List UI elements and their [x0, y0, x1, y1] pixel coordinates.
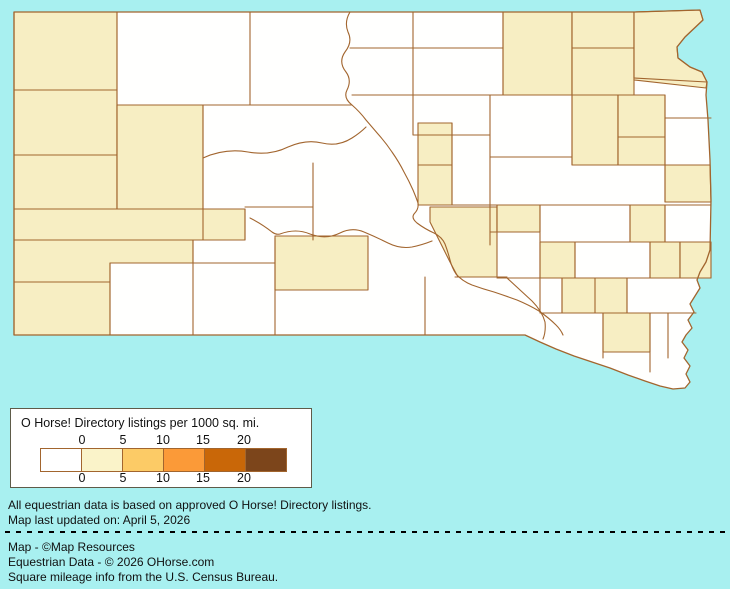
- county-shape: [13, 11, 118, 91]
- county-shape: [13, 154, 118, 210]
- county-shape: [664, 164, 712, 203]
- legend-tick: 10: [156, 471, 170, 485]
- legend-tick: 20: [237, 433, 251, 447]
- legend-ticks-top: 0 5 10 15 20: [11, 433, 311, 447]
- county-shape: [571, 11, 635, 49]
- county-shape: [13, 281, 111, 336]
- county-shape: [13, 89, 118, 156]
- legend-tick: 10: [156, 433, 170, 447]
- legend-tick: 15: [196, 471, 210, 485]
- missouri-river: [341, 11, 564, 336]
- county-shape: [496, 204, 541, 233]
- data-disclaimer-text: All equestrian data is based on approved…: [8, 498, 372, 512]
- county-shape: [116, 104, 204, 210]
- legend-swatch: [163, 448, 205, 472]
- map-credit-text: Map - ©Map Resources: [8, 540, 135, 554]
- legend-color-ramp: [40, 448, 287, 472]
- legend-tick: 5: [119, 471, 127, 485]
- dashed-separator: [5, 531, 725, 533]
- legend-swatch: [40, 448, 82, 472]
- census-credit-text: Square mileage info from the U.S. Census…: [8, 570, 279, 584]
- state-outline: [13, 9, 712, 390]
- county-shape: [274, 235, 369, 291]
- county-shape: [539, 241, 576, 279]
- rivers: [202, 11, 564, 340]
- county-shape: [617, 94, 666, 138]
- legend-tick: 20: [237, 471, 251, 485]
- county-shape: [602, 312, 651, 353]
- county-shape: [502, 11, 573, 96]
- county-shape: [571, 47, 635, 96]
- county-borders: [13, 11, 712, 373]
- white-river: [249, 217, 433, 249]
- county-shape: [629, 204, 666, 243]
- legend-tick: 0: [78, 471, 86, 485]
- legend-title: O Horse! Directory listings per 1000 sq.…: [21, 416, 260, 430]
- county-shape: [617, 136, 666, 166]
- legend-swatch: [245, 448, 287, 472]
- legend: O Horse! Directory listings per 1000 sq.…: [10, 408, 312, 488]
- county-shape: [571, 94, 619, 166]
- county-shape: [417, 122, 453, 166]
- county-shape: [13, 208, 246, 241]
- legend-swatch: [122, 448, 164, 472]
- county-shape: [417, 164, 453, 206]
- last-updated-text: Map last updated on: April 5, 2026: [8, 513, 191, 527]
- legend-tick: 15: [196, 433, 210, 447]
- cheyenne-river: [202, 126, 367, 159]
- legend-ticks-bottom: 0 5 10 15 20: [11, 471, 311, 485]
- legend-tick: 0: [78, 433, 86, 447]
- shaded-counties: [13, 9, 712, 353]
- county-shape: [649, 241, 681, 279]
- county-shape: [633, 9, 708, 89]
- legend-swatch: [204, 448, 246, 472]
- legend-tick: 5: [119, 433, 127, 447]
- legend-swatch: [81, 448, 123, 472]
- data-credit-text: Equestrian Data - © 2026 OHorse.com: [8, 555, 215, 569]
